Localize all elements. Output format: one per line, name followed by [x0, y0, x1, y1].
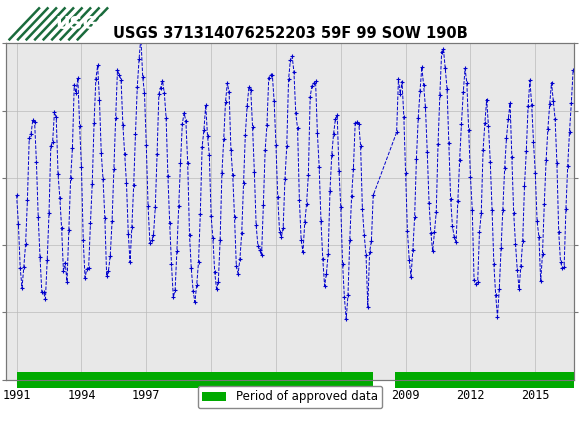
- Legend: Period of approved data: Period of approved data: [198, 386, 382, 408]
- Title: USGS 371314076252203 59F 99 SOW 190B: USGS 371314076252203 59F 99 SOW 190B: [113, 26, 467, 41]
- Bar: [395, 372, 574, 388]
- Text: USGS: USGS: [56, 15, 111, 33]
- Bar: [17, 372, 373, 388]
- Bar: [9, 7, 51, 40]
